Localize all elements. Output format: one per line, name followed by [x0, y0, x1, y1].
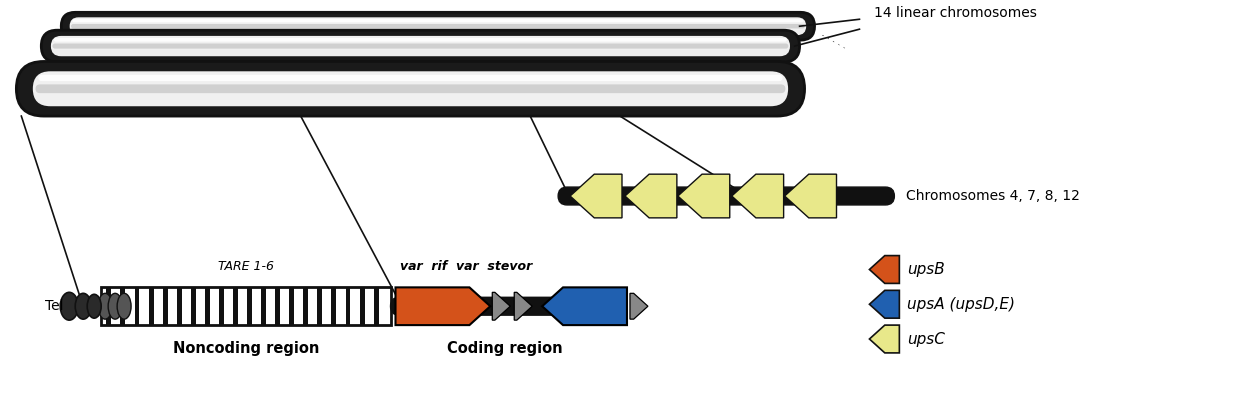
- FancyBboxPatch shape: [36, 84, 785, 93]
- Text: 14 linear chromosomes: 14 linear chromosomes: [874, 6, 1037, 20]
- Bar: [101, 287, 390, 325]
- Polygon shape: [514, 292, 532, 320]
- Polygon shape: [678, 174, 730, 218]
- FancyBboxPatch shape: [558, 187, 894, 205]
- Bar: [374, 287, 379, 325]
- Bar: [346, 287, 351, 325]
- FancyBboxPatch shape: [72, 24, 805, 29]
- Ellipse shape: [117, 293, 131, 319]
- Polygon shape: [493, 292, 510, 320]
- FancyBboxPatch shape: [33, 71, 788, 106]
- Text: Tel: Tel: [44, 299, 63, 313]
- FancyBboxPatch shape: [73, 19, 804, 22]
- Text: upsC: upsC: [908, 331, 945, 346]
- Bar: [135, 287, 140, 325]
- FancyBboxPatch shape: [54, 38, 787, 42]
- Bar: [233, 287, 238, 325]
- Bar: [121, 287, 126, 325]
- Bar: [359, 287, 364, 325]
- Polygon shape: [869, 325, 899, 353]
- Polygon shape: [784, 174, 836, 218]
- Bar: [219, 287, 224, 325]
- FancyBboxPatch shape: [41, 30, 799, 62]
- FancyBboxPatch shape: [52, 44, 788, 49]
- Text: . . . . .: . . . . .: [820, 28, 848, 50]
- Bar: [331, 287, 336, 325]
- Ellipse shape: [75, 293, 91, 319]
- Polygon shape: [630, 293, 648, 319]
- Polygon shape: [869, 290, 899, 318]
- Ellipse shape: [61, 292, 78, 320]
- Bar: [163, 287, 168, 325]
- FancyBboxPatch shape: [16, 61, 804, 116]
- Text: Coding region: Coding region: [447, 341, 563, 356]
- Bar: [177, 287, 182, 325]
- FancyBboxPatch shape: [69, 17, 806, 35]
- Polygon shape: [571, 174, 622, 218]
- Bar: [289, 287, 294, 325]
- Polygon shape: [625, 174, 677, 218]
- Ellipse shape: [98, 293, 112, 319]
- FancyBboxPatch shape: [62, 12, 815, 40]
- Bar: [261, 287, 266, 325]
- Polygon shape: [869, 255, 899, 284]
- Text: var  rif  var  stevor: var rif var stevor: [400, 261, 532, 274]
- Bar: [247, 287, 252, 325]
- FancyBboxPatch shape: [390, 297, 580, 315]
- Text: Chromosomes 4, 7, 8, 12: Chromosomes 4, 7, 8, 12: [906, 189, 1081, 203]
- Bar: [148, 287, 153, 325]
- FancyBboxPatch shape: [38, 75, 783, 81]
- Text: upsA (upsD,E): upsA (upsD,E): [908, 297, 1015, 312]
- Ellipse shape: [109, 293, 122, 319]
- Text: Noncoding region: Noncoding region: [173, 341, 319, 356]
- Text: upsB: upsB: [908, 262, 945, 277]
- Bar: [191, 287, 196, 325]
- Bar: [205, 287, 210, 325]
- Polygon shape: [395, 287, 490, 325]
- Bar: [317, 287, 322, 325]
- Bar: [304, 287, 309, 325]
- Ellipse shape: [88, 294, 101, 318]
- Bar: [275, 287, 280, 325]
- Polygon shape: [542, 287, 627, 325]
- FancyBboxPatch shape: [51, 36, 790, 56]
- Text: TARE 1-6: TARE 1-6: [217, 261, 274, 274]
- Bar: [106, 287, 111, 325]
- Polygon shape: [732, 174, 784, 218]
